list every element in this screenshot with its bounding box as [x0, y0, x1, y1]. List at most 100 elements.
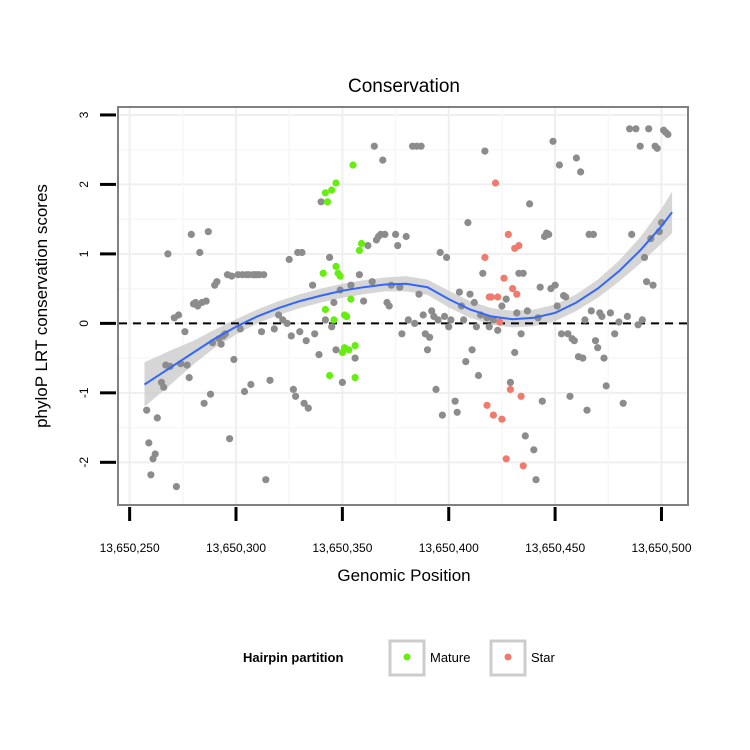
point-other [532, 476, 540, 484]
point-other [385, 302, 393, 310]
point-star [500, 274, 508, 282]
point-other [589, 230, 598, 238]
legend-dot-mature [403, 653, 411, 661]
point-other [581, 316, 589, 324]
smooth-line-layer [143, 211, 673, 386]
point-other [151, 450, 159, 458]
point-other [392, 230, 400, 238]
point-mature [347, 295, 355, 303]
point-other [217, 340, 225, 348]
point-other [364, 242, 372, 250]
point-mature [326, 371, 334, 380]
point-star [491, 179, 500, 187]
point-other [287, 332, 295, 340]
point-other [360, 297, 368, 305]
point-other [183, 361, 191, 369]
point-other [468, 346, 476, 354]
point-other [411, 319, 419, 327]
y-axis: -2 -1 0 1 2 3 [77, 111, 116, 468]
point-other [638, 316, 646, 324]
point-star [506, 385, 514, 393]
point-other [443, 253, 451, 261]
point-other [526, 200, 534, 208]
point-other [623, 312, 632, 320]
point-other [523, 307, 532, 315]
point-other [553, 302, 561, 310]
point-star [483, 401, 491, 409]
point-mature [323, 198, 332, 206]
point-mature [328, 186, 336, 194]
point-mature [351, 374, 359, 382]
point-other [398, 330, 406, 338]
point-star [517, 392, 525, 400]
point-other [634, 321, 642, 329]
point-other [498, 302, 506, 310]
point-other [536, 283, 544, 291]
point-other [562, 293, 570, 301]
point-other [600, 354, 608, 362]
point-other [572, 154, 581, 162]
point-other [472, 323, 480, 331]
point-other [270, 325, 278, 333]
point-other [247, 380, 255, 389]
point-other [438, 411, 446, 419]
point-other [285, 255, 293, 264]
point-other [606, 309, 615, 317]
point-other [538, 397, 546, 405]
point-other [328, 323, 336, 331]
point-other [479, 269, 487, 277]
point-mature [321, 305, 329, 314]
point-other [481, 147, 489, 155]
point-other [453, 408, 461, 416]
point-other [147, 471, 155, 479]
x-tick-label: 13,650,300 [206, 541, 266, 555]
point-other [300, 399, 308, 407]
chart-title: Conservation [348, 76, 460, 97]
point-star [508, 285, 517, 293]
point-other [511, 348, 519, 357]
point-other [494, 326, 502, 334]
point-other [315, 351, 323, 359]
point-other [611, 330, 619, 338]
point-other [645, 125, 653, 133]
point-other [445, 323, 453, 331]
legend-label-mature: Mature [430, 650, 470, 665]
point-other [557, 330, 566, 338]
point-other [338, 378, 346, 386]
x-axis: 13,650,250 13,650,300 13,650,350 13,650,400… [100, 507, 692, 555]
point-other [591, 337, 600, 345]
point-other [462, 358, 470, 366]
point-other [640, 253, 649, 261]
point-other [381, 230, 389, 238]
point-other [145, 439, 153, 447]
point-other [181, 328, 189, 336]
point-other [555, 161, 564, 169]
point-star [487, 293, 495, 301]
point-other [432, 385, 440, 393]
point-other [460, 316, 468, 324]
point-other [521, 432, 529, 440]
point-other [370, 142, 378, 150]
x-tick-label: 13,650,350 [312, 541, 372, 555]
point-other [240, 387, 249, 396]
legend-title: Hairpin partition [243, 650, 343, 665]
point-other [485, 323, 493, 331]
point-other [551, 281, 559, 289]
point-other [204, 228, 212, 236]
point-other [447, 316, 455, 324]
point-other [530, 446, 538, 454]
point-other [379, 156, 387, 164]
point-star [504, 230, 512, 238]
point-other [228, 272, 236, 280]
point-other [200, 399, 208, 407]
point-other [545, 230, 553, 238]
point-other [434, 316, 442, 324]
point-star [496, 318, 504, 326]
point-other [594, 344, 602, 352]
point-other [643, 278, 651, 286]
point-other [626, 125, 634, 133]
point-mature [357, 239, 366, 248]
y-tick-label: -1 [77, 387, 91, 398]
point-other [579, 354, 587, 362]
point-other [598, 312, 606, 320]
